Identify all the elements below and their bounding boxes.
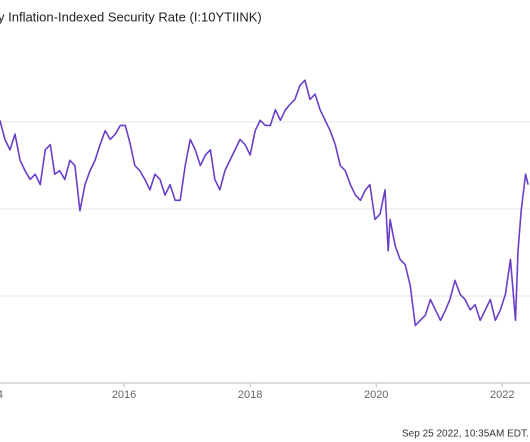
x-tick-label: 2022	[490, 389, 514, 401]
x-tick-label: 14	[0, 389, 3, 401]
line	[0, 79, 529, 327]
x-tick-label: 2016	[112, 389, 136, 401]
x-tick-label: 2018	[238, 389, 262, 401]
x-tick-label: 2020	[364, 389, 388, 401]
footer: Sep 25 2022, 10:35AM EDT. Powere	[402, 429, 530, 440]
chart-title: y Inflation-Indexed Security Rate (I:10Y…	[0, 9, 262, 24]
